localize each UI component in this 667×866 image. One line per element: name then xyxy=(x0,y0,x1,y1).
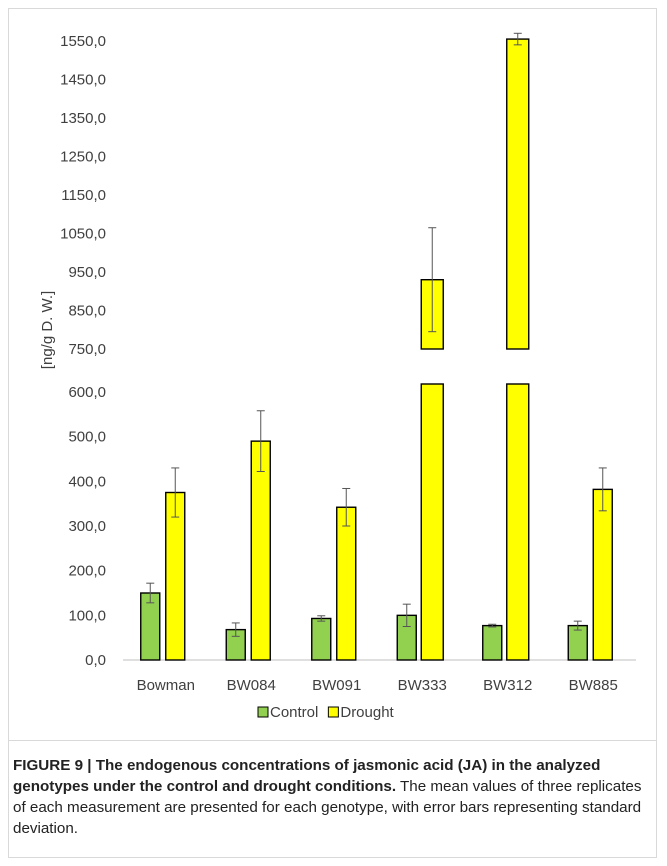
bar-control xyxy=(482,624,503,661)
y-tick-label: 1250,0 xyxy=(60,149,106,166)
x-tick-label: BW312 xyxy=(483,677,532,694)
caption-body: The mean values of three replicates of e… xyxy=(13,778,642,837)
y-tick-label: 600,0 xyxy=(68,384,106,401)
y-tick-label: 400,0 xyxy=(68,473,106,490)
bar-control xyxy=(567,624,588,661)
y-tick-label: 1450,0 xyxy=(60,72,106,89)
x-tick-label: BW084 xyxy=(227,677,276,694)
caption-separator xyxy=(9,740,656,741)
bar-drought xyxy=(165,491,186,661)
y-tick-label: 300,0 xyxy=(68,518,106,535)
y-tick-label: 1050,0 xyxy=(60,226,106,243)
y-tick-label: 950,0 xyxy=(68,264,106,281)
x-tick-label: Bowman xyxy=(137,677,195,694)
y-tick-label: 850,0 xyxy=(68,303,106,320)
y-tick-label: 500,0 xyxy=(68,429,106,446)
bar-drought-upper xyxy=(506,38,530,350)
y-tick-label: 1150,0 xyxy=(61,187,106,204)
y-tick-label: 0,0 xyxy=(85,652,106,669)
bar-drought xyxy=(592,488,613,661)
caption-title: FIGURE 9 | The endogenous concentrations… xyxy=(13,757,601,795)
y-axis-label: [ng/g D. W.] xyxy=(39,291,56,369)
bar-chart: 0,0 100,0 200,0 300,0 400,0 500,0 600,0 750,0 85… xyxy=(39,32,636,721)
bar-drought-lower xyxy=(506,383,530,661)
bar-drought xyxy=(336,506,357,661)
y-tick-label: 750,0 xyxy=(68,341,106,358)
y-tick-label: 1350,0 xyxy=(60,110,106,127)
bar-control xyxy=(311,617,332,661)
legend-label-drought: Drought xyxy=(340,704,394,721)
x-tick-label: BW333 xyxy=(398,677,447,694)
y-tick-label: 200,0 xyxy=(68,563,106,580)
x-tick-label: BW885 xyxy=(569,677,618,694)
figure-caption: FIGURE 9 | The endogenous concentrations… xyxy=(13,755,653,839)
bar-drought-lower xyxy=(420,383,444,661)
legend-swatch-control xyxy=(257,706,269,718)
y-tick-label: 1550,0 xyxy=(60,33,106,50)
legend-label-control: Control xyxy=(270,704,318,721)
bar-drought xyxy=(250,440,271,661)
y-tick-label: 100,0 xyxy=(68,607,106,624)
x-tick-label: BW091 xyxy=(312,677,361,694)
legend-swatch-drought xyxy=(327,706,339,718)
figure-frame xyxy=(8,8,657,858)
